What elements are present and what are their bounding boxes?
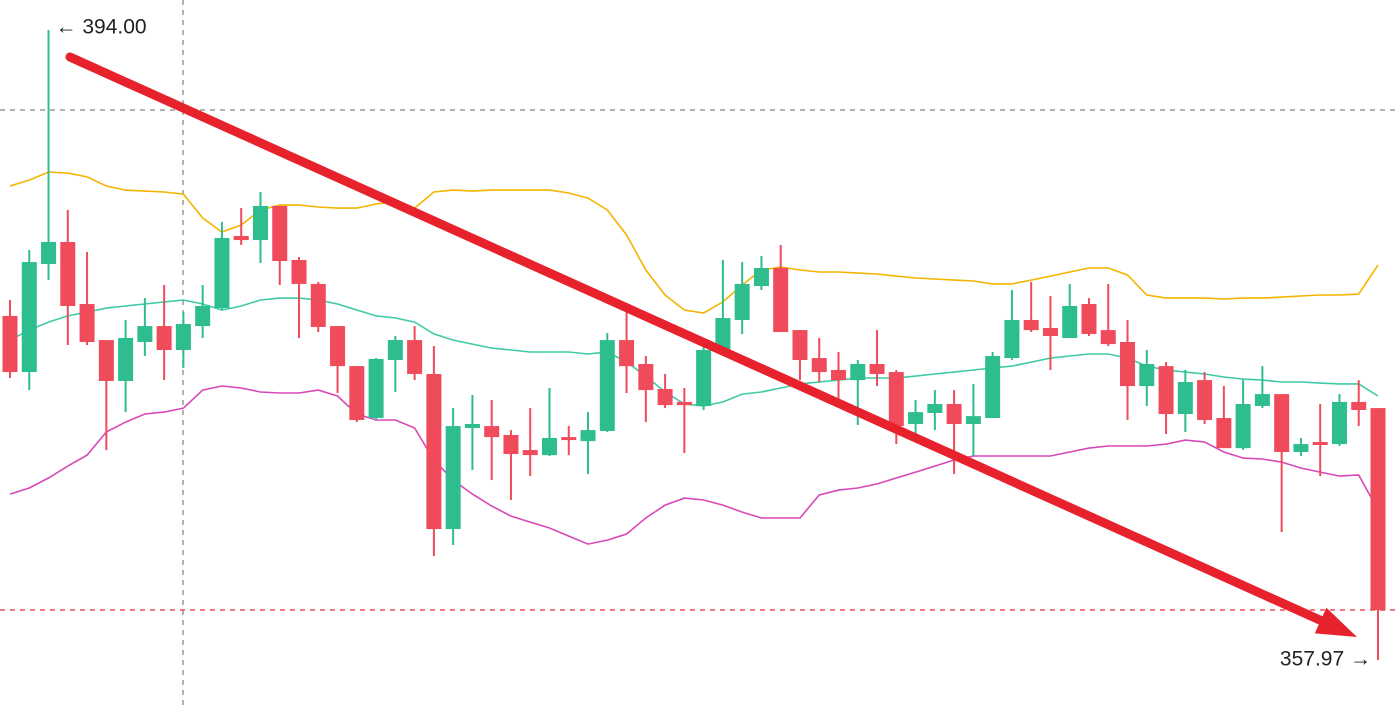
- candle-body: [1331, 401, 1347, 445]
- candle-body: [1274, 394, 1290, 452]
- candle-body: [753, 268, 769, 287]
- candle-body: [1177, 382, 1193, 415]
- candle-body: [175, 323, 191, 351]
- candle-body: [696, 350, 712, 406]
- candle-body: [831, 369, 847, 381]
- candle-body: [1235, 404, 1251, 449]
- candle-body: [137, 326, 153, 342]
- candle-body: [888, 372, 904, 427]
- candle-body: [869, 364, 885, 374]
- candle-body: [291, 259, 307, 284]
- low-label: 357.97 →: [1280, 648, 1371, 671]
- candle-body: [638, 364, 654, 391]
- candle-body: [715, 318, 731, 351]
- candle-body: [156, 326, 172, 351]
- candle-body: [272, 205, 288, 262]
- candle-body: [195, 305, 211, 327]
- candle-body: [580, 430, 596, 442]
- candle-body: [21, 262, 37, 373]
- candle-body: [118, 337, 134, 381]
- candle-body: [1370, 408, 1386, 611]
- candle-body: [368, 358, 384, 419]
- candle-body: [310, 283, 326, 327]
- candle-body: [1351, 401, 1367, 410]
- candle-body: [908, 412, 924, 424]
- candle-body: [214, 237, 230, 309]
- candle-body: [1042, 327, 1058, 337]
- candle-body: [1216, 418, 1232, 449]
- candle-body: [561, 437, 577, 441]
- candle-body: [965, 416, 981, 424]
- candle-body: [599, 340, 615, 431]
- candle-body: [541, 437, 557, 456]
- candle-body: [464, 423, 480, 429]
- candle-body: [1312, 441, 1328, 445]
- candle-body: [1254, 394, 1270, 406]
- trend-arrow-head: [1314, 607, 1357, 637]
- candle-body: [60, 241, 76, 306]
- candle-body: [619, 340, 635, 367]
- band-line: [9, 171, 1379, 314]
- candle-body: [773, 268, 789, 333]
- candle-body: [445, 426, 461, 530]
- candle-body: [233, 236, 249, 241]
- candle-body: [1197, 380, 1213, 420]
- candle-body: [734, 283, 750, 320]
- candle-body: [657, 389, 673, 406]
- candle-body: [98, 340, 114, 381]
- candle-body: [946, 404, 962, 424]
- candle-body: [484, 426, 500, 438]
- candle-body: [387, 340, 403, 360]
- candle-body: [330, 326, 346, 367]
- candle-body: [407, 340, 423, 374]
- candle-body: [1158, 366, 1174, 415]
- candle-body: [349, 366, 365, 420]
- candle-body: [850, 364, 866, 381]
- candle-body: [1120, 341, 1136, 387]
- candle-body: [676, 401, 692, 406]
- candle-body: [522, 450, 538, 456]
- candle-body: [1100, 330, 1116, 345]
- candle-body: [1062, 305, 1078, 338]
- candle-body: [79, 304, 95, 342]
- candle-body: [1293, 444, 1309, 452]
- candle-body: [503, 434, 519, 455]
- candle-body: [985, 355, 1001, 419]
- candle-body: [1023, 319, 1039, 331]
- candle-body: [792, 330, 808, 360]
- candle-body: [1139, 364, 1155, 387]
- candle-body: [1081, 304, 1097, 334]
- candle-body: [1004, 319, 1020, 359]
- band-line: [9, 385, 1379, 545]
- candle-body: [41, 241, 57, 265]
- trend-arrow: [65, 52, 1357, 637]
- candle-body: [811, 358, 827, 373]
- candle-body: [426, 373, 442, 530]
- candle-body: [2, 315, 18, 373]
- high-label: ← 394.00: [56, 16, 147, 39]
- candle-body: [927, 404, 943, 413]
- candle-body: [252, 205, 268, 241]
- trend-arrow-shaft: [65, 52, 1327, 626]
